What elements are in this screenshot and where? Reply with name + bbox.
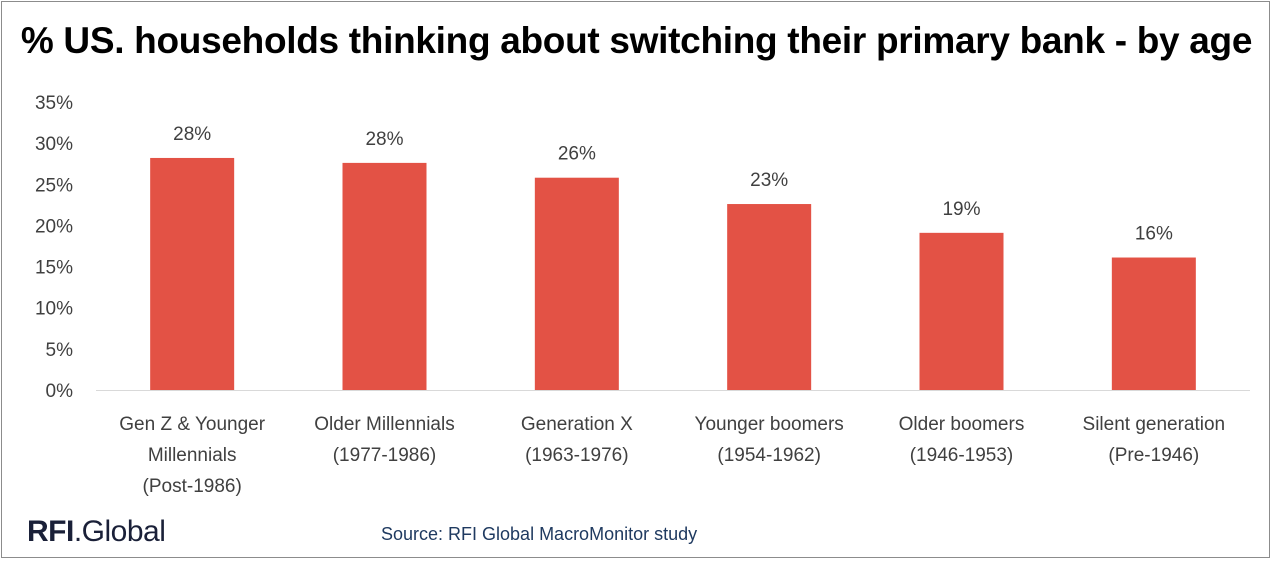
x-tick-label: Generation X (1963-1976)	[521, 414, 633, 466]
x-tick-label: Silent generation (Pre-1946)	[1083, 414, 1226, 466]
bar	[534, 177, 619, 390]
y-tick-label: 0%	[46, 381, 74, 402]
y-tick-label: 25%	[35, 175, 73, 196]
y-tick-label: 10%	[35, 299, 73, 320]
bar	[919, 232, 1004, 390]
bars	[150, 157, 1196, 390]
y-tick-label: 35%	[35, 93, 73, 114]
data-labels: 28% 28% 26% 23% 19% 16%	[173, 124, 1173, 245]
data-label: 28%	[365, 129, 403, 150]
y-tick-label: 15%	[35, 258, 73, 279]
data-label: 23%	[750, 170, 788, 191]
y-tick-label: 5%	[46, 340, 74, 361]
y-tick-label: 20%	[35, 216, 73, 237]
x-tick-label: Older Millennials (1977-1986)	[314, 414, 454, 466]
y-axis: 0% 5% 10% 15% 20% 25% 30% 35%	[35, 93, 73, 402]
y-tick-label: 30%	[35, 134, 73, 155]
bar	[727, 204, 812, 390]
bar	[150, 157, 235, 390]
data-label: 28%	[173, 124, 211, 145]
x-tick-label: Older boomers (1946-1953)	[899, 414, 1025, 466]
data-label: 16%	[1135, 224, 1173, 245]
chart-title: % US. households thinking about switchin…	[20, 20, 1253, 61]
source-note: Source: RFI Global MacroMonitor study	[381, 524, 698, 544]
x-axis-labels: Gen Z & Younger Millennials (Post-1986) Old…	[119, 414, 1225, 497]
x-tick-label: Younger boomers (1954-1962)	[695, 414, 844, 466]
data-label: 19%	[942, 199, 980, 220]
rfi-global-logo: RFI.Global	[27, 515, 166, 548]
bar	[342, 162, 427, 390]
bar	[1111, 257, 1196, 390]
x-tick-label: Gen Z & Younger Millennials (Post-1986)	[119, 414, 265, 497]
data-label: 26%	[558, 144, 596, 165]
